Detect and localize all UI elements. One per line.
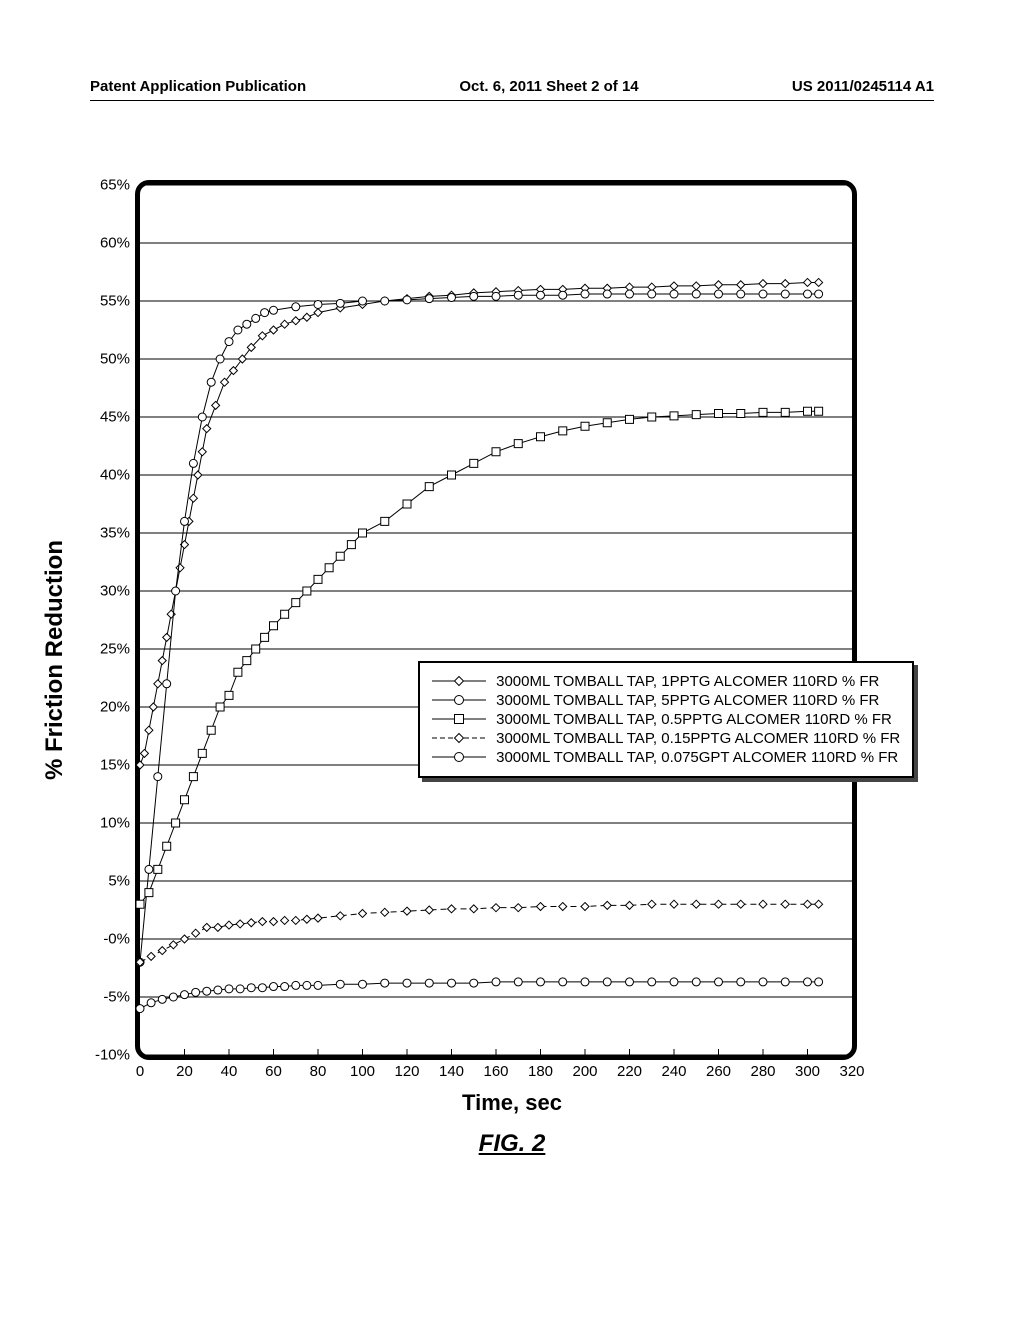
x-tick: 60 [265, 1063, 282, 1080]
y-tick: -0% [103, 931, 130, 948]
legend-item: 3000ML TOMBALL TAP, 5PPTG ALCOMER 110RD … [432, 692, 900, 709]
legend-label: 3000ML TOMBALL TAP, 5PPTG ALCOMER 110RD … [496, 692, 879, 709]
x-tick: 120 [394, 1063, 419, 1080]
x-tick: 140 [439, 1063, 464, 1080]
legend-item: 3000ML TOMBALL TAP, 1PPTG ALCOMER 110RD … [432, 673, 900, 690]
x-tick: 220 [617, 1063, 642, 1080]
legend-item: 3000ML TOMBALL TAP, 0.5PPTG ALCOMER 110R… [432, 711, 900, 728]
legend-marker-icon [432, 674, 486, 688]
y-tick: 65% [100, 177, 130, 194]
chart-frame: -10%-5%-0%5%10%15%20%25%30%35%40%45%50%5… [135, 180, 857, 1060]
y-tick: 35% [100, 525, 130, 542]
x-tick: 40 [221, 1063, 238, 1080]
y-tick: 45% [100, 409, 130, 426]
legend-item: 3000ML TOMBALL TAP, 0.15PPTG ALCOMER 110… [432, 730, 900, 747]
y-axis-title: % Friction Reduction [41, 540, 69, 780]
x-tick: 80 [310, 1063, 327, 1080]
x-tick: 280 [750, 1063, 775, 1080]
x-tick: 20 [176, 1063, 193, 1080]
x-tick: 240 [661, 1063, 686, 1080]
legend-item: 3000ML TOMBALL TAP, 0.075GPT ALCOMER 110… [432, 749, 900, 766]
x-tick: 160 [483, 1063, 508, 1080]
y-tick: -10% [95, 1047, 130, 1064]
x-tick: 320 [839, 1063, 864, 1080]
legend-label: 3000ML TOMBALL TAP, 0.15PPTG ALCOMER 110… [496, 730, 900, 747]
legend-marker-icon [432, 750, 486, 764]
figure-label: FIG. 2 [479, 1130, 546, 1158]
plot-area [140, 185, 852, 1055]
header-mid: Oct. 6, 2011 Sheet 2 of 14 [459, 78, 638, 95]
legend-marker-icon [432, 712, 486, 726]
legend-label: 3000ML TOMBALL TAP, 1PPTG ALCOMER 110RD … [496, 673, 879, 690]
x-axis-title: Time, sec [462, 1090, 562, 1116]
y-tick: -5% [103, 989, 130, 1006]
y-tick: 15% [100, 757, 130, 774]
legend-label: 3000ML TOMBALL TAP, 0.075GPT ALCOMER 110… [496, 749, 898, 766]
y-tick: 25% [100, 641, 130, 658]
y-tick: 10% [100, 815, 130, 832]
legend-label: 3000ML TOMBALL TAP, 0.5PPTG ALCOMER 110R… [496, 711, 892, 728]
x-tick: 100 [350, 1063, 375, 1080]
y-tick: 60% [100, 235, 130, 252]
header-right: US 2011/0245114 A1 [792, 78, 934, 95]
x-tick: 0 [136, 1063, 144, 1080]
x-tick: 200 [572, 1063, 597, 1080]
y-tick: 30% [100, 583, 130, 600]
y-tick: 55% [100, 293, 130, 310]
x-tick: 260 [706, 1063, 731, 1080]
y-tick: 40% [100, 467, 130, 484]
x-tick: 300 [795, 1063, 820, 1080]
header-left: Patent Application Publication [90, 78, 306, 95]
x-tick: 180 [528, 1063, 553, 1080]
chart-legend: 3000ML TOMBALL TAP, 1PPTG ALCOMER 110RD … [418, 661, 914, 778]
legend-marker-icon [432, 693, 486, 707]
patent-header: Patent Application Publication Oct. 6, 2… [0, 78, 1024, 95]
y-tick: 20% [100, 699, 130, 716]
header-rule [90, 100, 934, 101]
y-tick: 50% [100, 351, 130, 368]
legend-marker-icon [432, 731, 486, 745]
y-tick: 5% [108, 873, 130, 890]
